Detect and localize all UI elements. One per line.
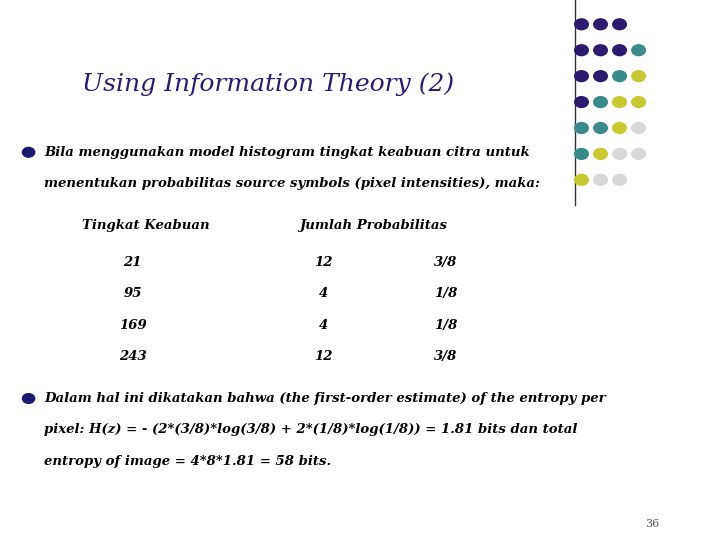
Circle shape [613,148,626,159]
Text: 12: 12 [314,350,333,363]
Text: 4: 4 [318,319,328,332]
Circle shape [575,71,588,82]
Circle shape [594,19,608,30]
Circle shape [613,45,626,56]
Text: Dalam hal ini dikatakan bahwa (the first-order estimate) of the entropy per: Dalam hal ini dikatakan bahwa (the first… [44,392,606,405]
Text: 243: 243 [119,350,146,363]
Text: 12: 12 [314,256,333,269]
Circle shape [632,123,645,133]
Text: Tingkat Keabuan: Tingkat Keabuan [81,219,210,232]
Circle shape [575,148,588,159]
Circle shape [594,174,608,185]
Circle shape [594,148,608,159]
Text: entropy of image = 4*8*1.81 = 58 bits.: entropy of image = 4*8*1.81 = 58 bits. [44,455,331,468]
Circle shape [594,45,608,56]
Circle shape [575,45,588,56]
Circle shape [613,71,626,82]
Text: Using Information Theory (2): Using Information Theory (2) [81,73,454,97]
Text: 4: 4 [318,287,328,300]
Circle shape [632,97,645,107]
Text: 21: 21 [123,256,142,269]
Circle shape [613,174,626,185]
Circle shape [22,147,35,157]
Circle shape [613,19,626,30]
Circle shape [22,394,35,403]
Circle shape [613,123,626,133]
Circle shape [575,19,588,30]
Circle shape [632,71,645,82]
Circle shape [594,71,608,82]
Circle shape [613,97,626,107]
Circle shape [632,45,645,56]
Text: 95: 95 [123,287,142,300]
Text: Bila menggunakan model histogram tingkat keabuan citra untuk: Bila menggunakan model histogram tingkat… [44,146,530,159]
Circle shape [632,148,645,159]
Text: Jumlah Probabilitas: Jumlah Probabilitas [300,219,447,232]
Circle shape [575,123,588,133]
Text: 3/8: 3/8 [433,350,457,363]
Text: 36: 36 [645,519,660,529]
Circle shape [575,97,588,107]
Text: 169: 169 [119,319,146,332]
Text: 3/8: 3/8 [433,256,457,269]
Text: 1/8: 1/8 [433,319,457,332]
Circle shape [594,97,608,107]
Text: menentukan probabilitas source symbols (pixel intensities), maka:: menentukan probabilitas source symbols (… [44,177,540,190]
Text: 1/8: 1/8 [433,287,457,300]
Circle shape [575,174,588,185]
Circle shape [594,123,608,133]
Text: pixel: H(z) = - (2*(3/8)*log(3/8) + 2*(1/8)*log(1/8)) = 1.81 bits dan total: pixel: H(z) = - (2*(3/8)*log(3/8) + 2*(1… [44,423,577,436]
